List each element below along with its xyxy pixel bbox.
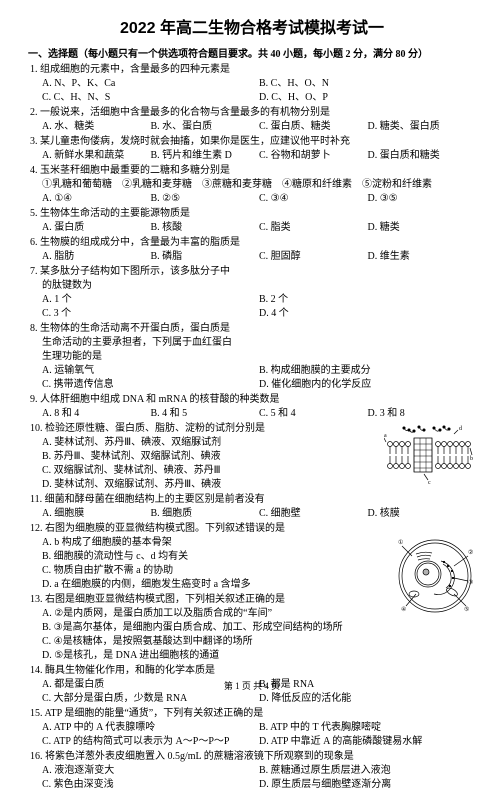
q8: 8. 生物体的生命活动离不开蛋白质，蛋白质是 生命活动的主要承担者，下列属于血红… xyxy=(28,322,476,392)
q9: 9. 人体肝细胞中组成 DNA 和 mRNA 的核苷酸的种类数是 A. 8 和 … xyxy=(28,393,476,421)
svg-text:⑤: ⑤ xyxy=(464,606,469,613)
svg-text:④: ④ xyxy=(401,606,406,613)
exam-title: 2022 年高二生物合格考试模拟考试一 xyxy=(28,18,476,40)
page-footer: 第 1 页 共 4 页 xyxy=(0,680,504,693)
svg-text:②: ② xyxy=(468,549,473,556)
svg-text:b: b xyxy=(470,456,473,462)
q11: 11. 细菌和酵母菌在细胞结构上的主要区别是前者没有 A. 细胞膜B. 细胞质 … xyxy=(28,493,476,521)
q5: 5. 生物体生命活动的主要能源物质是 A. 蛋白质B. 核酸 C. 脂类D. 糖… xyxy=(28,207,476,235)
svg-text:c: c xyxy=(428,480,431,486)
q3: 3. 某儿童患佝偻病，发烧时就会抽搐，如果你是医生，应建议他平时补充 A. 新鲜… xyxy=(28,135,476,163)
section-header: 一、选择题（每小题只有一个供选项符合题目要求。共 40 小题，每小题 2 分，满… xyxy=(28,48,476,62)
q2: 2. 一般说来，活细胞中含量最多的化合物与含量最多的有机物分别是 A. 水、糖类… xyxy=(28,106,476,134)
svg-text:①: ① xyxy=(398,539,403,546)
cell-figure: ① ② ③ ④ ⑤ xyxy=(396,536,474,614)
q6: 6. 生物膜的组成成分中，含量最为丰富的脂质是 A. 脂肪B. 磷脂 C. 胆固… xyxy=(28,236,476,264)
svg-text:d: d xyxy=(459,426,462,432)
q16: 16. 将紫色洋葱外表皮细胞置入 0.5g/mL 的蔗糖溶液镜下所观察到的现象是… xyxy=(28,750,476,792)
svg-text:③: ③ xyxy=(468,579,473,586)
q7: 7. 某多肽分子结构如下图所示，该多肽分子中 的肽键数为 A. 1 个B. 2 … xyxy=(28,265,476,321)
q1: 1. 组成细胞的元素中，含量最多的四种元素是 A. N、P、K、CaB. C、H… xyxy=(28,63,476,105)
membrane-figure: a b c d xyxy=(384,424,474,486)
svg-text:a: a xyxy=(384,433,387,439)
q4: 4. 玉米茎秆细胞中最重要的二糖和多糖分别是 ①乳糖和葡萄糖 ②乳糖和麦芽糖 ③… xyxy=(28,164,476,206)
q15: 15. ATP 是细胞的能量“通货”，下列有关叙述正确的是 A. ATP 中的 … xyxy=(28,707,476,749)
